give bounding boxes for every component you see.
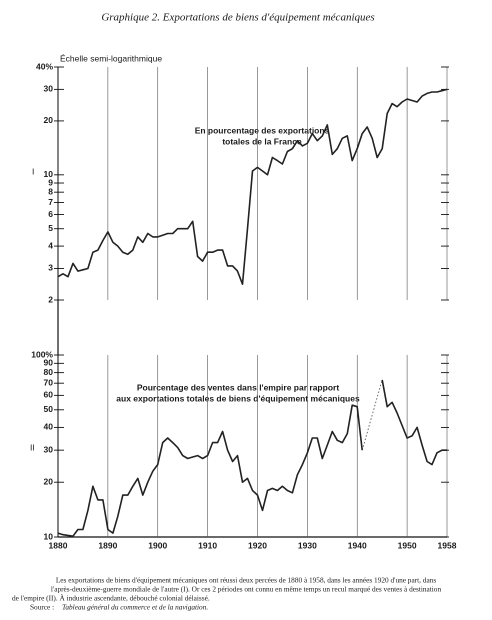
x-tick-label: 1930 — [298, 540, 317, 550]
source: Tableau général du commerce et de la nav… — [62, 603, 208, 612]
y-tick-label: 20 — [44, 476, 54, 486]
source-label: Source : — [30, 603, 54, 612]
y-tick-label: 80 — [44, 367, 54, 377]
x-tick-label: 1940 — [348, 540, 367, 550]
y-tick-label: 3 — [48, 263, 53, 273]
x-tick-label: 1958 — [438, 540, 457, 550]
y-tick-label: 10 — [44, 531, 54, 541]
y-tick-label: 70 — [44, 377, 54, 387]
y-tick-label: 4 — [48, 240, 53, 250]
x-tick-label: 1950 — [398, 540, 417, 550]
annotation: Pourcentage des ventes dans l'empire par… — [137, 382, 339, 392]
y-tick-label: 9 — [48, 177, 53, 187]
y-axis-label: Échelle semi-logarithmique — [60, 53, 162, 63]
y-tick-label: 7 — [48, 197, 53, 207]
data-line — [57, 379, 447, 537]
gap-connector — [361, 379, 383, 451]
y-tick-label: 6 — [48, 209, 53, 219]
y-tick-label: 40% — [36, 61, 53, 71]
x-tick-label: 1890 — [98, 540, 117, 550]
chart-title: Graphique 2. Exportations de biens d'équ… — [101, 12, 374, 24]
y-tick-label: 20 — [44, 115, 54, 125]
y-tick-label: 8 — [48, 186, 53, 196]
y-tick-label: 60 — [44, 390, 54, 400]
y-tick-label: 50 — [44, 404, 54, 414]
y-tick-label: 30 — [44, 84, 54, 94]
annotation: En pourcentage des exportations — [195, 125, 330, 135]
x-tick-label: 1910 — [198, 540, 217, 550]
y-tick-label: 10 — [44, 169, 54, 179]
y-tick-label: 100% — [31, 349, 53, 359]
y-tick-label: 90 — [44, 358, 54, 368]
x-tick-label: 1880 — [49, 540, 68, 550]
x-tick-label: 1920 — [248, 540, 267, 550]
annotation: totales de la France — [222, 136, 302, 146]
data-line — [57, 88, 448, 285]
panel-label: II — [30, 442, 35, 452]
y-tick-label: 5 — [48, 223, 53, 233]
y-tick-label: 30 — [44, 444, 54, 454]
caption: l'après-deuxième-guerre mondiale de l'au… — [51, 585, 442, 594]
y-tick-label: 2 — [48, 294, 53, 304]
annotation: aux exportations totales de biens d'équi… — [116, 393, 360, 403]
y-tick-label: 40 — [44, 422, 54, 432]
caption: de l'empire (II). À industrie ascendante… — [12, 593, 210, 603]
x-tick-label: 1900 — [148, 540, 167, 550]
panel-label: I — [32, 166, 34, 176]
caption: Les exportations de biens d'équipement m… — [56, 576, 436, 585]
